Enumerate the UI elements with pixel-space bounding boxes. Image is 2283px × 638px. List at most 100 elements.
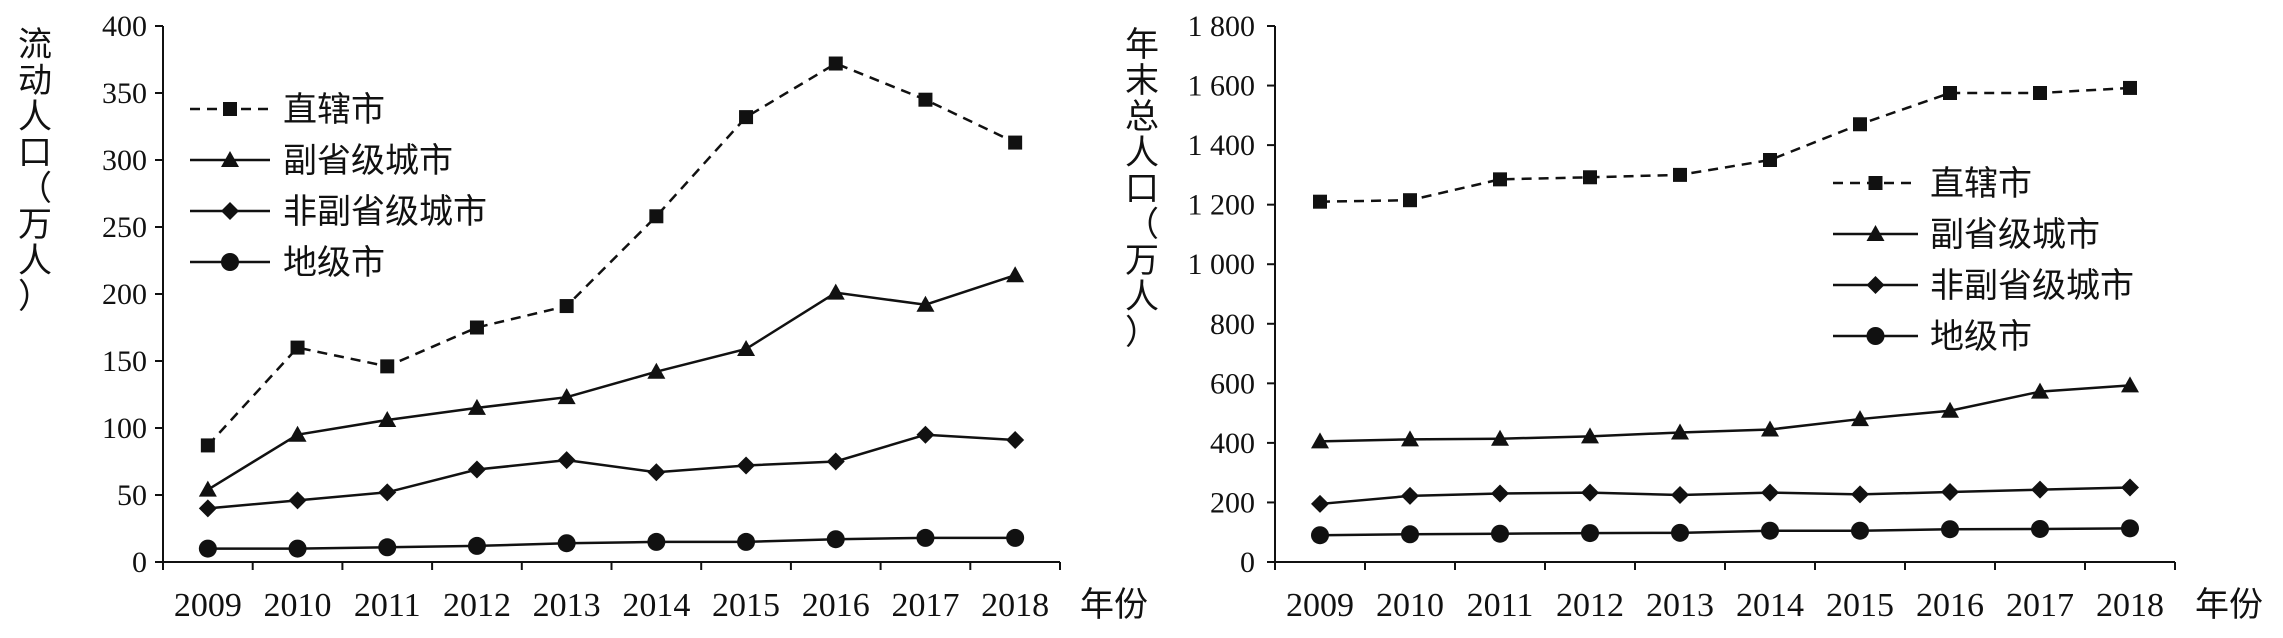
legend-entry: 副省级城市 xyxy=(1833,215,2100,255)
x-tick-label: 2017 xyxy=(2006,587,2074,624)
y-axis-title-char: 末 xyxy=(1125,61,1159,101)
data-point xyxy=(1671,423,1689,440)
y-tick-label: 1 400 xyxy=(1188,129,1256,162)
data-point xyxy=(1941,520,1959,539)
data-point xyxy=(557,451,576,470)
y-axis-title-char: （ xyxy=(18,169,52,209)
right-y-axis-title: 年末总人口（万人） xyxy=(1125,25,1159,353)
series-line xyxy=(1319,86,2131,203)
y-axis-title-char: 万 xyxy=(18,205,52,245)
data-point xyxy=(2031,480,2049,499)
data-point xyxy=(737,339,756,356)
y-tick-label: 150 xyxy=(102,345,147,378)
data-point xyxy=(826,530,845,549)
y-tick-label: 300 xyxy=(102,144,147,177)
series-2 xyxy=(1311,376,2139,449)
left-y-axis-title: 流动人口（万人） xyxy=(18,25,52,317)
x-tick-label: 2011 xyxy=(354,587,421,624)
data-point xyxy=(1006,266,1025,283)
data-point xyxy=(1491,429,1509,446)
data-point xyxy=(559,299,574,314)
data-point xyxy=(737,456,756,475)
legend-marker xyxy=(1866,327,1885,345)
x-tick-label: 2011 xyxy=(1467,587,1534,624)
data-point xyxy=(916,295,935,312)
data-point xyxy=(1671,523,1689,542)
y-axis-title-char: 总 xyxy=(1125,97,1159,137)
y-axis-title-char: 流 xyxy=(18,25,52,65)
legend-entry: 非副省级城市 xyxy=(190,192,487,232)
data-point xyxy=(557,534,576,553)
data-point xyxy=(200,438,215,453)
data-point xyxy=(467,398,486,415)
data-point xyxy=(1311,526,1329,545)
x-tick-label: 2010 xyxy=(264,587,332,624)
legend-label: 地级市 xyxy=(283,243,385,283)
data-point xyxy=(1673,167,1687,182)
y-axis-title-char: 动 xyxy=(18,61,52,101)
x-tick-label: 2012 xyxy=(443,587,511,624)
y-axis-title-char: 人 xyxy=(1125,133,1159,173)
y-tick-label: 600 xyxy=(1210,367,1255,400)
data-point xyxy=(918,92,933,107)
data-point xyxy=(647,532,666,551)
data-point xyxy=(2123,80,2137,95)
data-point xyxy=(198,480,217,497)
y-axis-title-char: 万 xyxy=(1125,241,1159,281)
data-point xyxy=(1491,524,1509,543)
data-point xyxy=(2121,519,2139,538)
legend-label: 非副省级城市 xyxy=(1930,266,2134,306)
x-axis-title: 年份 xyxy=(2195,585,2263,625)
x-tick-label: 2018 xyxy=(981,587,1049,624)
x-tick-label: 2016 xyxy=(1916,587,1984,624)
x-tick-label: 2013 xyxy=(1646,587,1714,624)
data-point xyxy=(2031,519,2049,538)
data-point xyxy=(1853,117,1867,132)
y-tick-label: 0 xyxy=(1240,546,1255,579)
data-point xyxy=(288,491,307,510)
x-tick-label: 2009 xyxy=(1286,587,1354,624)
legend-label: 非副省级城市 xyxy=(283,192,487,232)
legend-marker xyxy=(221,151,239,167)
data-point xyxy=(1761,420,1779,437)
y-axis-title: 流动人口（万人） xyxy=(18,25,52,317)
data-point xyxy=(378,483,397,502)
data-point xyxy=(826,452,845,471)
legend-label: 地级市 xyxy=(1930,317,2032,357)
series-2 xyxy=(198,266,1025,497)
left-series-layer xyxy=(198,56,1025,558)
legend-marker xyxy=(221,253,239,271)
data-point xyxy=(916,425,935,444)
data-point xyxy=(647,463,666,482)
data-point xyxy=(739,110,754,125)
series-line xyxy=(1319,384,2131,443)
data-point xyxy=(1401,525,1419,544)
data-point xyxy=(288,539,307,558)
x-tick-label: 2015 xyxy=(1826,587,1894,624)
legend-marker xyxy=(221,202,239,220)
legend-entry: 直辖市 xyxy=(190,90,385,130)
data-point xyxy=(1006,431,1025,450)
data-point xyxy=(1401,486,1419,505)
data-point xyxy=(1851,521,1869,540)
right-axes: 0 200 400 600 800 1 000 1 200 1 400 1 600 1 800 20… xyxy=(1188,10,2264,625)
data-point xyxy=(288,425,307,442)
legend-label: 直辖市 xyxy=(1930,164,2032,204)
series-4 xyxy=(1311,519,2139,545)
data-point xyxy=(1493,172,1507,187)
series-3 xyxy=(1311,478,2139,513)
data-point xyxy=(1313,194,1327,209)
data-point xyxy=(1008,135,1023,150)
left-axes: 0 50 100 150 200 250 300 350 400 2009 2010 2011 2012… xyxy=(102,10,1148,625)
legend-label: 副省级城市 xyxy=(1930,215,2100,255)
data-point xyxy=(1581,524,1599,543)
x-tick-label: 2014 xyxy=(622,587,690,624)
y-axis-title-char: 人 xyxy=(18,241,52,281)
y-tick-label: 400 xyxy=(1210,427,1255,460)
series-line xyxy=(206,62,1016,447)
data-point xyxy=(290,340,305,355)
x-tick-label: 2018 xyxy=(2096,587,2164,624)
data-point xyxy=(1671,486,1689,504)
